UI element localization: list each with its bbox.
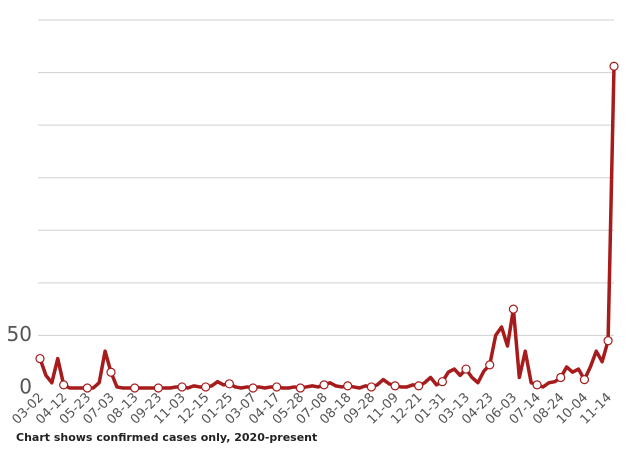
point-marker xyxy=(177,382,187,392)
point-marker xyxy=(579,374,590,385)
point-marker xyxy=(390,381,400,391)
point-marker xyxy=(437,377,447,387)
series-line xyxy=(38,66,616,390)
point-marker xyxy=(343,381,353,391)
point-marker xyxy=(508,304,519,314)
point-marker xyxy=(248,383,258,393)
point-marker xyxy=(603,336,613,346)
point-marker xyxy=(82,383,92,393)
point-marker xyxy=(319,380,329,390)
point-marker xyxy=(461,364,471,374)
y-tick-label: 0 xyxy=(19,375,32,399)
point-marker xyxy=(59,380,69,390)
y-tick-label: 50 xyxy=(7,322,32,346)
point-marker xyxy=(414,381,424,391)
point-marker xyxy=(532,380,542,390)
point-marker xyxy=(609,61,619,71)
point-marker xyxy=(153,383,163,393)
note: Chart shows confirmed cases only, 2020-p… xyxy=(16,431,317,444)
point-marker xyxy=(295,383,305,393)
point-marker xyxy=(556,372,566,383)
point-marker xyxy=(366,382,376,392)
point-marker xyxy=(106,367,116,377)
point-marker xyxy=(35,353,45,364)
point-marker xyxy=(485,360,495,370)
point-marker xyxy=(272,382,282,392)
point-marker xyxy=(130,383,140,393)
point-marker xyxy=(224,379,234,389)
point-marker xyxy=(201,382,211,392)
